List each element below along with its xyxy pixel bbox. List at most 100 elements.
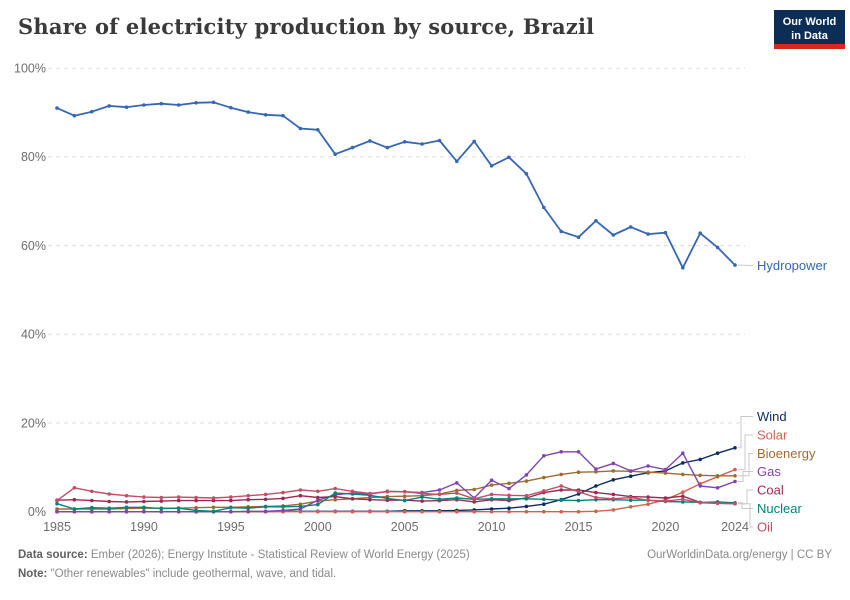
series-point-oil[interactable] xyxy=(455,491,459,495)
series-point-hydropower[interactable] xyxy=(107,104,111,108)
series-point-solar[interactable] xyxy=(681,490,685,495)
series-point-gas[interactable] xyxy=(681,451,685,456)
series-point-solar[interactable] xyxy=(385,509,390,514)
series-point-oil[interactable] xyxy=(420,491,424,496)
series-point-wind[interactable] xyxy=(733,446,737,450)
series-point-oil[interactable] xyxy=(72,486,77,490)
series-point-gas[interactable] xyxy=(229,509,233,514)
series-point-nuclear[interactable] xyxy=(316,502,320,507)
series-point-coal[interactable] xyxy=(420,499,424,503)
series-point-hydropower[interactable] xyxy=(194,101,198,105)
series-point-coal[interactable] xyxy=(159,499,164,503)
series-point-hydropower[interactable] xyxy=(402,140,407,144)
series-line-hydropower[interactable] xyxy=(56,101,736,269)
series-point-solar[interactable] xyxy=(455,509,459,514)
series-point-nuclear[interactable] xyxy=(281,505,285,509)
series-point-gas[interactable] xyxy=(263,509,268,514)
series-point-coal[interactable] xyxy=(298,493,303,498)
series-point-wind[interactable] xyxy=(524,504,529,509)
series-point-gas[interactable] xyxy=(437,488,442,492)
series-point-oil[interactable] xyxy=(542,489,546,493)
series-point-nuclear[interactable] xyxy=(385,496,390,501)
series-point-bioenergy[interactable] xyxy=(55,507,59,511)
series-point-hydropower[interactable] xyxy=(420,142,424,146)
series-point-hydropower[interactable] xyxy=(698,231,702,235)
series-point-nuclear[interactable] xyxy=(194,508,198,513)
series-point-hydropower[interactable] xyxy=(298,126,303,131)
series-point-coal[interactable] xyxy=(350,497,355,501)
legend-label-nuclear[interactable]: Nuclear xyxy=(757,501,802,516)
series-point-bioenergy[interactable] xyxy=(524,479,529,483)
series-point-solar[interactable] xyxy=(489,509,494,514)
series-point-bioenergy[interactable] xyxy=(211,505,216,510)
series-point-coal[interactable] xyxy=(211,498,216,503)
series-point-oil[interactable] xyxy=(594,495,598,500)
series-point-nuclear[interactable] xyxy=(420,495,424,499)
series-point-bioenergy[interactable] xyxy=(576,470,581,475)
series-point-oil[interactable] xyxy=(229,495,233,499)
series-point-oil[interactable] xyxy=(263,492,268,497)
legend-label-oil[interactable]: Oil xyxy=(757,520,773,535)
series-point-gas[interactable] xyxy=(611,461,616,466)
series-point-coal[interactable] xyxy=(663,496,668,500)
legend-label-solar[interactable]: Solar xyxy=(757,428,788,443)
series-point-nuclear[interactable] xyxy=(55,501,59,506)
series-point-gas[interactable] xyxy=(542,454,546,458)
series-point-nuclear[interactable] xyxy=(229,505,233,510)
series-point-bioenergy[interactable] xyxy=(489,483,494,487)
series-point-gas[interactable] xyxy=(559,450,563,454)
series-line-nuclear[interactable] xyxy=(56,492,736,512)
series-point-oil[interactable] xyxy=(176,495,181,499)
series-point-bioenergy[interactable] xyxy=(715,474,720,478)
series-point-hydropower[interactable] xyxy=(733,263,737,267)
series-point-coal[interactable] xyxy=(281,496,285,501)
series-point-wind[interactable] xyxy=(698,457,702,462)
series-point-bioenergy[interactable] xyxy=(333,497,338,502)
series-point-coal[interactable] xyxy=(472,500,477,504)
series-point-nuclear[interactable] xyxy=(576,498,581,503)
series-point-gas[interactable] xyxy=(715,486,720,490)
series-point-oil[interactable] xyxy=(628,495,633,500)
series-point-hydropower[interactable] xyxy=(489,164,494,168)
series-point-bioenergy[interactable] xyxy=(663,471,668,475)
series-point-oil[interactable] xyxy=(246,493,250,498)
series-point-gas[interactable] xyxy=(455,481,459,485)
series-point-oil[interactable] xyxy=(681,497,685,502)
series-point-hydropower[interactable] xyxy=(611,233,616,237)
series-point-solar[interactable] xyxy=(420,509,424,514)
series-point-gas[interactable] xyxy=(663,467,668,472)
series-point-gas[interactable] xyxy=(507,486,511,491)
series-point-coal[interactable] xyxy=(316,495,320,500)
series-point-oil[interactable] xyxy=(576,489,581,494)
series-point-hydropower[interactable] xyxy=(246,110,250,114)
series-point-solar[interactable] xyxy=(576,509,581,514)
series-point-solar[interactable] xyxy=(402,509,407,514)
series-point-oil[interactable] xyxy=(350,489,355,494)
series-point-oil[interactable] xyxy=(298,488,303,492)
series-point-hydropower[interactable] xyxy=(455,159,459,164)
series-point-oil[interactable] xyxy=(611,497,616,501)
series-point-coal[interactable] xyxy=(142,499,146,504)
series-point-nuclear[interactable] xyxy=(72,507,77,511)
series-point-wind[interactable] xyxy=(715,451,720,456)
series-point-gas[interactable] xyxy=(55,509,59,514)
series-point-bioenergy[interactable] xyxy=(611,469,616,473)
series-point-hydropower[interactable] xyxy=(281,113,285,118)
series-point-bioenergy[interactable] xyxy=(559,472,563,477)
series-point-gas[interactable] xyxy=(298,507,303,511)
series-point-coal[interactable] xyxy=(229,498,233,503)
series-point-oil[interactable] xyxy=(316,489,320,494)
series-point-wind[interactable] xyxy=(507,506,511,511)
series-point-coal[interactable] xyxy=(594,490,598,495)
series-point-nuclear[interactable] xyxy=(437,497,442,502)
series-point-nuclear[interactable] xyxy=(176,506,181,511)
series-point-oil[interactable] xyxy=(437,492,442,497)
series-point-nuclear[interactable] xyxy=(559,498,563,503)
series-line-gas[interactable] xyxy=(57,451,736,513)
series-point-solar[interactable] xyxy=(524,509,529,514)
series-point-nuclear[interactable] xyxy=(402,498,407,503)
series-point-wind[interactable] xyxy=(611,478,616,482)
series-point-oil[interactable] xyxy=(489,492,494,497)
series-point-hydropower[interactable] xyxy=(542,205,546,210)
series-point-nuclear[interactable] xyxy=(298,504,303,509)
